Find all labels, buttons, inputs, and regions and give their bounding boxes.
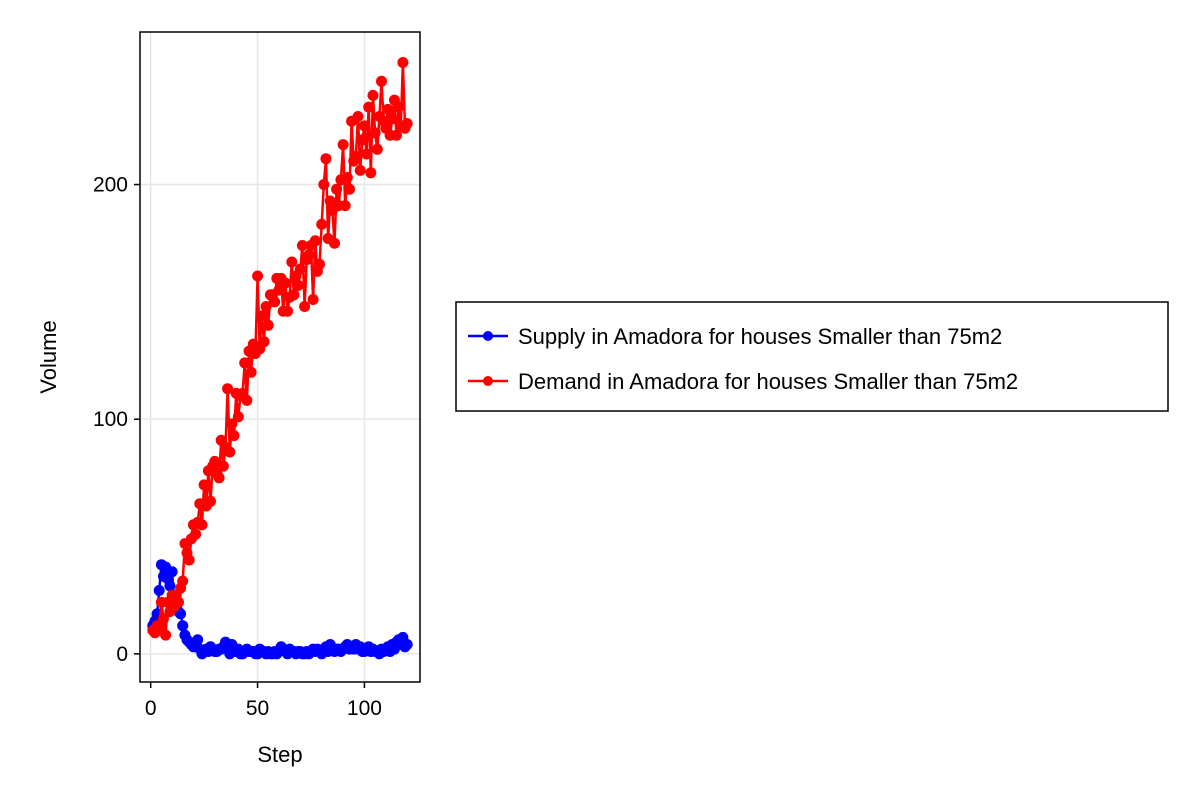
legend-label-supply: Supply in Amadora for houses Smaller tha… [518, 324, 1002, 349]
data-point [314, 258, 325, 270]
data-point [279, 277, 291, 289]
data-point [153, 622, 165, 634]
data-point [401, 118, 413, 129]
data-point [369, 127, 381, 139]
data-point [158, 613, 169, 625]
data-point [177, 620, 189, 632]
data-point [337, 139, 349, 151]
data-point [224, 446, 236, 458]
data-point [196, 519, 208, 531]
data-point [341, 172, 353, 183]
data-point [331, 183, 343, 195]
data-point [401, 639, 413, 650]
data-point [190, 528, 202, 540]
legend-entry-demand: Demand in Amadora for houses Smaller tha… [468, 369, 1018, 394]
data-point [363, 101, 375, 113]
series-0 [147, 559, 413, 660]
legend-swatch-marker [483, 376, 493, 386]
data-point [356, 134, 368, 146]
data-point [273, 284, 285, 296]
data-point [258, 336, 270, 348]
data-point [294, 263, 306, 275]
data-point [299, 301, 311, 312]
data-point [252, 270, 264, 282]
y-axis-label: Volume [36, 320, 61, 393]
legend-swatch-marker [483, 331, 493, 341]
data-point [205, 495, 216, 507]
data-point [166, 566, 178, 578]
x-tick-label: 100 [347, 697, 382, 720]
data-point [239, 357, 251, 369]
data-point [393, 101, 405, 113]
data-point [367, 89, 379, 101]
data-point [177, 575, 189, 587]
data-point [245, 366, 257, 378]
data-point [371, 143, 383, 155]
data-point [228, 430, 240, 442]
data-point [260, 301, 272, 312]
data-point [303, 249, 315, 261]
data-point [256, 310, 268, 322]
data-point [209, 455, 221, 467]
data-point [192, 634, 204, 646]
data-point [232, 411, 244, 423]
data-point [329, 237, 340, 249]
data-point [309, 235, 321, 247]
data-point [173, 596, 184, 608]
data-point [198, 479, 210, 491]
legend-label-demand: Demand in Amadora for houses Smaller tha… [518, 369, 1018, 394]
data-point [386, 113, 398, 125]
data-point [269, 296, 281, 308]
data-point [382, 103, 394, 115]
y-tick-label: 0 [116, 643, 128, 666]
data-point [320, 153, 332, 165]
data-point [361, 148, 373, 160]
data-point [292, 279, 304, 291]
data-point [391, 129, 402, 141]
data-point [286, 256, 298, 268]
data-point [183, 554, 195, 566]
data-point [153, 585, 165, 596]
data-point [282, 305, 293, 317]
data-point [164, 580, 176, 592]
data-point [213, 472, 225, 484]
data-point [354, 164, 366, 176]
data-point [226, 418, 238, 430]
data-point [241, 394, 253, 406]
data-point [217, 460, 229, 472]
data-point [365, 167, 377, 179]
data-point [316, 218, 328, 230]
data-point [339, 200, 351, 212]
axis-ticks: 0 50 100 0 100 200 [93, 174, 382, 720]
x-tick-label: 0 [145, 697, 157, 720]
y-tick-label: 100 [93, 408, 128, 431]
legend: Supply in Amadora for houses Smaller tha… [455, 301, 1169, 412]
data-point [318, 179, 330, 190]
legend-entry-supply: Supply in Amadora for houses Smaller tha… [468, 324, 1002, 349]
y-tick-label: 200 [93, 174, 128, 197]
data-point [160, 629, 172, 641]
series-1 [147, 57, 413, 641]
data-point [324, 195, 336, 207]
data-point [296, 240, 308, 251]
data-point [358, 120, 370, 132]
data-point [344, 183, 355, 195]
data-point [376, 75, 387, 87]
data-point [350, 150, 362, 162]
x-axis-label: Step [257, 742, 302, 767]
data-point [262, 319, 274, 331]
data-point [307, 294, 319, 305]
legend-box [455, 301, 1169, 412]
plot-frame [139, 31, 421, 683]
data-point [352, 111, 364, 122]
data-point [222, 383, 234, 395]
data-point [175, 608, 187, 620]
data-point [397, 57, 409, 68]
plot-series [147, 57, 413, 660]
data-point [288, 289, 300, 301]
x-tick-label: 50 [246, 697, 269, 720]
